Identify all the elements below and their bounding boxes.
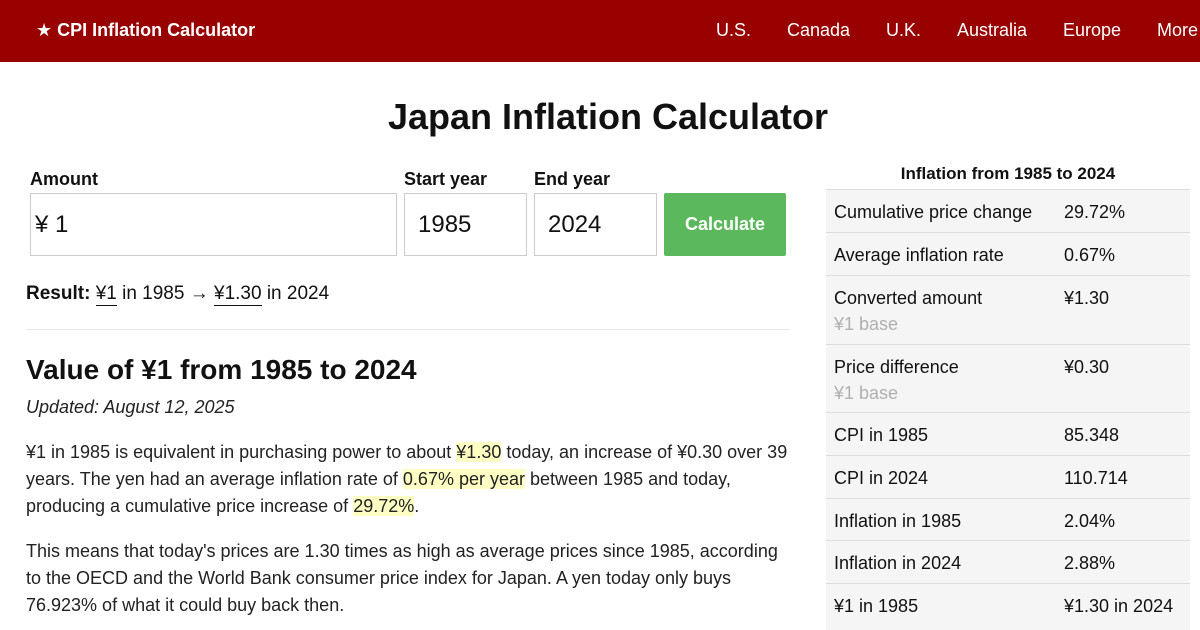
p1-highlight-rate: 0.67% per year [402,469,525,489]
site-brand-link[interactable]: ★ CPI Inflation Calculator [36,20,256,40]
result-line: Result: ¥1 in 1985 → ¥1.30 in 2024 [26,283,330,306]
row-value: ¥1.30 [1064,288,1110,308]
table-row: Converted amount ¥1 base ¥1.30 [826,275,1190,344]
updated-date: Updated: August 12, 2025 [26,397,235,417]
row-label: Converted amount [834,288,983,308]
nav-link-europe[interactable]: Europe [1063,20,1122,40]
amount-label: Amount [30,169,98,189]
row-value: ¥1.30 in 2024 [1064,596,1174,616]
row-label: Average inflation rate [834,245,1004,265]
nav-link-more[interactable]: More [1157,20,1199,40]
row-label: Cumulative price change [834,202,1033,222]
row-value: 2.04% [1064,511,1116,531]
table-row: ¥1 in 1985 ¥1.30 in 2024 [826,583,1190,630]
row-label: CPI in 2024 [834,468,929,488]
table-row: Average inflation rate 0.67% [826,232,1190,275]
start-year-label: Start year [404,169,488,189]
calculate-button[interactable]: Calculate [664,193,786,256]
p1-text-4: . [414,496,420,516]
row-sublabel: ¥1 base [834,383,899,403]
table-row: CPI in 1985 85.348 [826,412,1190,455]
table-row: CPI in 2024 110.714 [826,455,1190,498]
result-to-text: in 2024 [261,283,330,304]
row-label: Inflation in 1985 [834,511,962,531]
amount-input[interactable]: ¥ 1 [30,193,397,256]
start-year-input[interactable]: 1985 [404,193,527,256]
result-to-amount: ¥1.30 [214,283,262,306]
row-sublabel: ¥1 base [834,314,899,334]
table-row: Inflation in 1985 2.04% [826,498,1190,540]
table-row: Cumulative price change 29.72% [826,189,1190,232]
top-navbar: ★ CPI Inflation Calculator U.S. Canada U… [0,0,1200,62]
row-label: Price difference [834,357,959,377]
row-value: ¥0.30 [1064,357,1110,377]
nav-link-us[interactable]: U.S. [716,20,752,40]
table-row: Inflation in 2024 2.88% [826,540,1190,583]
nav-link-canada[interactable]: Canada [787,20,851,40]
p1-highlight-amount: ¥1.30 [456,442,502,462]
row-value: 85.348 [1064,425,1120,445]
p1-text-2: today, an increase of ¥0.30 over 39 year… [26,442,788,489]
result-from-text: in 1985 → [116,283,214,304]
row-value: 0.67% [1064,245,1116,265]
row-label: Inflation in 2024 [834,553,962,573]
end-year-input[interactable]: 2024 [534,193,657,256]
row-value: 2.88% [1064,553,1116,573]
article-heading: Value of ¥1 from 1985 to 2024 [26,354,417,385]
nav-link-uk[interactable]: U.K. [886,20,922,40]
row-label: ¥1 in 1985 [834,596,919,616]
table-row: Price difference ¥1 base ¥0.30 [826,344,1190,412]
sidebar-heading: Inflation from 1985 to 2024 [900,164,1116,183]
divider [26,329,790,330]
p1-text-1: ¥1 in 1985 is equivalent in purchasing p… [26,442,457,462]
result-from-amount: ¥1 [95,283,117,306]
result-label: Result: [26,283,91,304]
nav-link-australia[interactable]: Australia [957,20,1028,40]
explanation-paragraph: This means that today's prices are 1.30 … [26,541,778,615]
summary-paragraph: ¥1 in 1985 is equivalent in purchasing p… [26,439,796,520]
p1-highlight-cumulative: 29.72% [353,496,415,516]
row-label: CPI in 1985 [834,425,929,445]
row-value: 110.714 [1064,468,1128,488]
country-nav: U.S. Canada U.K. Australia Europe More [0,20,1200,44]
row-value: 29.72% [1064,202,1126,222]
end-year-label: End year [534,169,611,189]
p1-text-3: between 1985 and today, producing a cumu… [26,469,731,516]
page-title: Japan Inflation Calculator [387,96,829,137]
